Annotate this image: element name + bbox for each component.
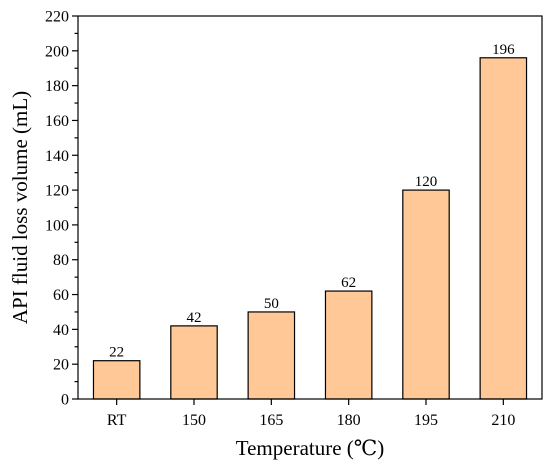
- bar-value-label: 50: [264, 296, 279, 312]
- bar-150: [170, 325, 218, 400]
- bar-value-label: 22: [109, 345, 124, 361]
- y-tick-label: 200: [45, 43, 69, 60]
- x-tick-label: 165: [259, 412, 283, 429]
- y-tick-label: 100: [45, 217, 69, 234]
- bar-180: [324, 290, 373, 400]
- bar-RT: [92, 360, 141, 400]
- y-tick-label: 140: [45, 148, 69, 165]
- y-tick-label: 220: [45, 9, 69, 26]
- bar-value-label: 42: [187, 310, 202, 326]
- x-axis-ticks: RT 150 165 180 195 210: [107, 399, 515, 429]
- x-tick-label: 150: [182, 412, 206, 429]
- bar-165: [247, 311, 296, 400]
- bar-value-label: 120: [415, 174, 438, 190]
- bar-value-label: 62: [341, 275, 356, 291]
- bars-group: [92, 57, 528, 400]
- x-tick-label: 180: [337, 412, 361, 429]
- bar-labels-group: 22 42 50 62 120 196: [109, 42, 515, 361]
- plot-frame: [77, 15, 543, 400]
- bar-195: [402, 189, 450, 400]
- bar-value-label: 196: [492, 42, 515, 58]
- y-tick-label: 20: [53, 357, 69, 374]
- y-tick-label: 40: [53, 322, 69, 339]
- y-tick-label: 60: [53, 287, 69, 304]
- x-tick-label: RT: [107, 412, 127, 429]
- x-axis-title: Temperature (℃): [236, 436, 385, 460]
- y-tick-label: 80: [53, 252, 69, 269]
- y-axis-title: API fluid loss volume (mL): [8, 91, 32, 324]
- y-tick-label: 180: [45, 78, 69, 95]
- y-axis-ticks: 0 20 40 60 80 100 120 140 160 180 200 220: [45, 9, 78, 409]
- x-tick-label: 195: [414, 412, 438, 429]
- y-tick-label: 0: [61, 392, 69, 409]
- y-tick-label: 120: [45, 183, 69, 200]
- y-tick-label: 160: [45, 113, 69, 130]
- x-tick-label: 210: [491, 412, 515, 429]
- bar-210: [479, 57, 528, 400]
